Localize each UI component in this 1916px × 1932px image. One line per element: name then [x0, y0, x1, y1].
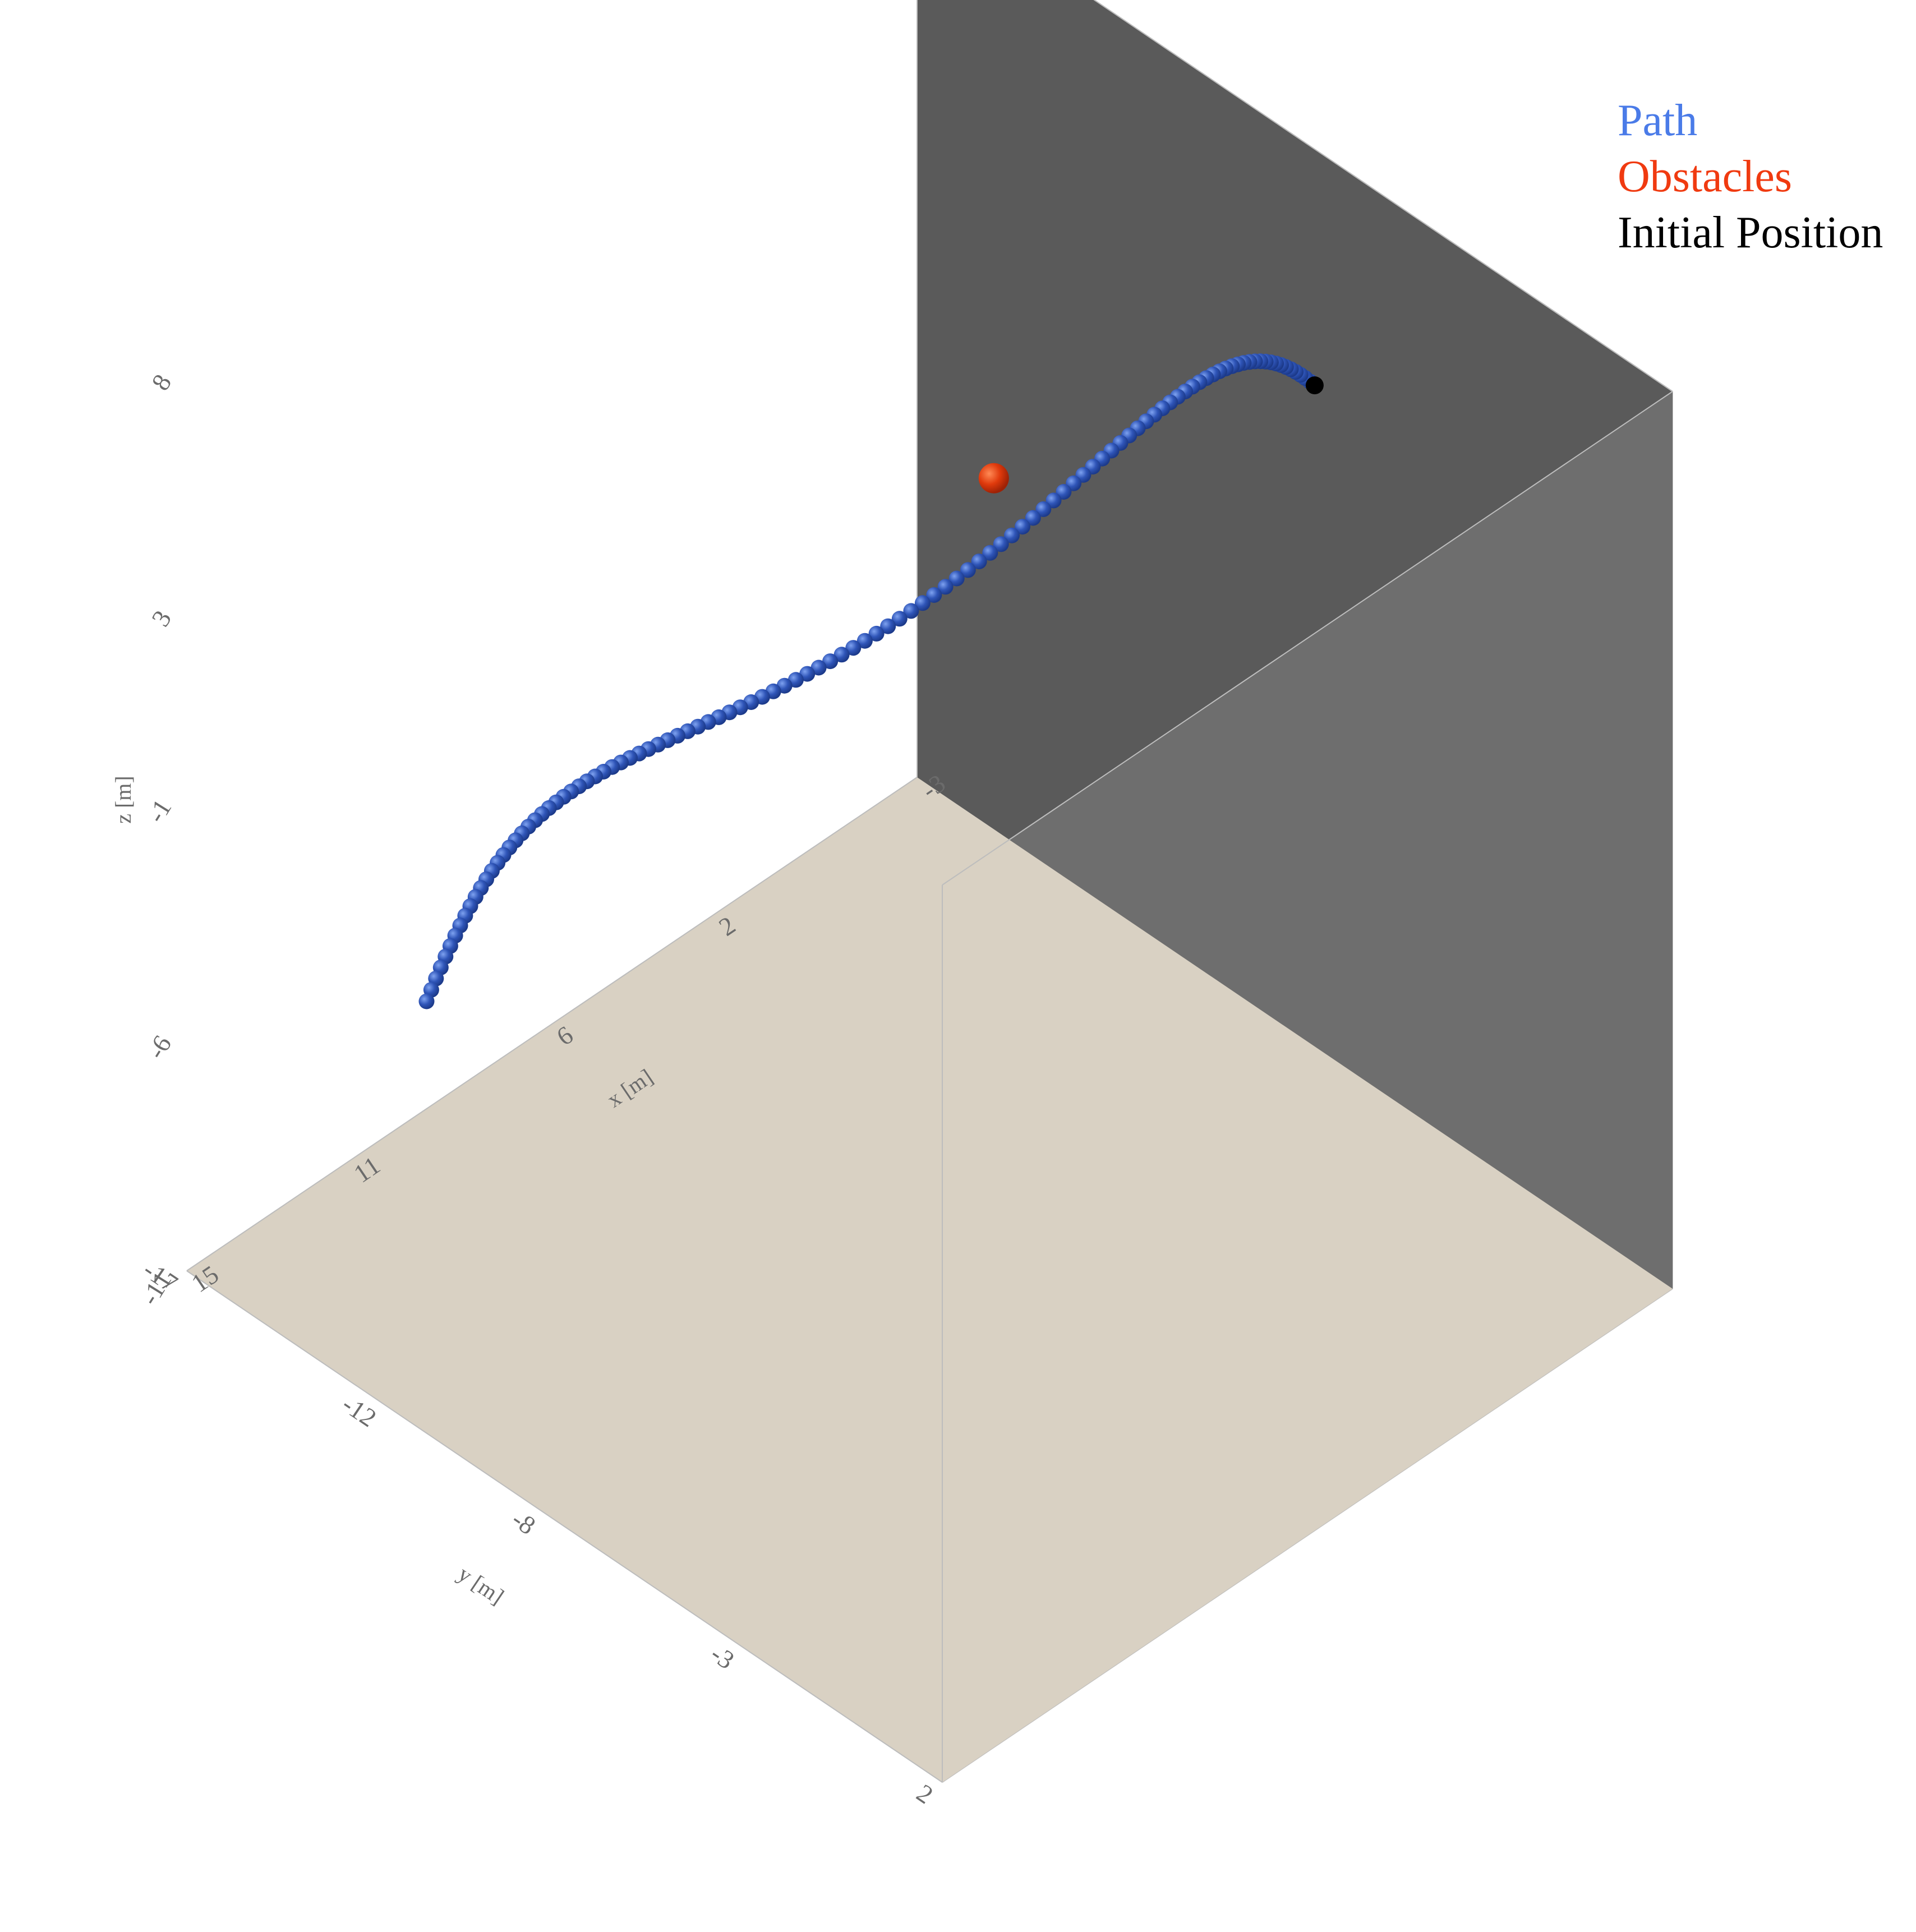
path-point[interactable] — [868, 625, 885, 642]
axis-edge — [186, 1270, 943, 1783]
y-tick-label: -3 — [706, 1639, 739, 1675]
path-point[interactable] — [1045, 492, 1062, 509]
path-point[interactable] — [1015, 519, 1030, 535]
path-point[interactable] — [993, 536, 1009, 552]
path-point[interactable] — [937, 579, 954, 595]
y-tick-label: 2 — [911, 1778, 938, 1809]
axis-edge — [186, 777, 918, 1271]
path-point[interactable] — [1025, 510, 1041, 526]
path-point[interactable] — [822, 653, 839, 670]
path-point[interactable] — [833, 647, 850, 663]
y-axis-label: y [m] — [454, 1561, 509, 1609]
path-point[interactable] — [810, 660, 827, 676]
path-point[interactable] — [891, 611, 908, 627]
z-tick-label: 3 — [146, 605, 177, 631]
z-tick-label: -1 — [141, 794, 177, 828]
path-point[interactable] — [880, 618, 896, 634]
legend: Path Obstacles Initial Position — [1618, 93, 1883, 261]
path-point[interactable] — [418, 993, 435, 1009]
path-point[interactable] — [982, 545, 998, 561]
path-point[interactable] — [903, 603, 919, 619]
data-series — [418, 353, 1324, 1009]
path-point[interactable] — [1004, 527, 1020, 543]
legend-item-obstacles[interactable]: Obstacles — [1618, 152, 1793, 201]
scene-walls — [187, 0, 1673, 1782]
y-tick-label: -8 — [507, 1505, 541, 1541]
path-point[interactable] — [1035, 501, 1052, 517]
legend-item-path[interactable]: Path — [1618, 96, 1698, 145]
obstacle-sphere[interactable] — [978, 463, 1009, 494]
axis-edge — [942, 391, 1673, 886]
path-point[interactable] — [971, 554, 987, 570]
path-point[interactable] — [926, 587, 942, 603]
path-point[interactable] — [856, 633, 873, 649]
axis-edge — [1093, 0, 1673, 392]
axis-lines — [186, 0, 1673, 1783]
path-point[interactable] — [960, 562, 976, 578]
z-tick-label: 8 — [146, 369, 177, 395]
legend-item-initial-position[interactable]: Initial Position — [1618, 208, 1883, 257]
z-tick-label: -6 — [141, 1030, 177, 1064]
path-point[interactable] — [845, 640, 862, 656]
initial-position-marker[interactable] — [1305, 376, 1324, 395]
floor-plane — [187, 777, 1673, 1782]
z-axis-label: z [m] — [110, 776, 136, 824]
path-point[interactable] — [914, 595, 931, 611]
path-point[interactable] — [948, 570, 965, 587]
